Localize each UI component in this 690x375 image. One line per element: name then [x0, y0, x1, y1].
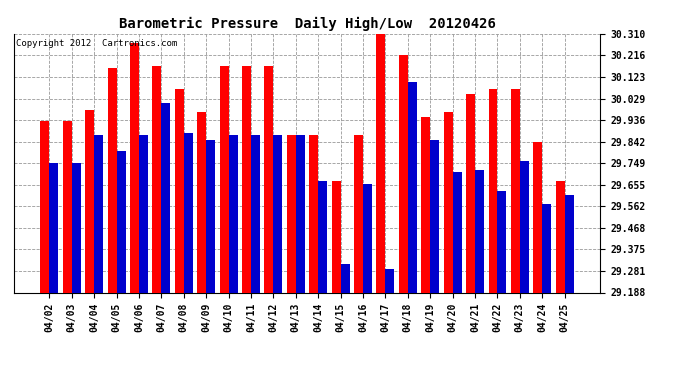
Bar	[511, 89, 520, 375]
Bar	[184, 133, 193, 375]
Bar	[273, 135, 282, 375]
Bar	[422, 117, 431, 375]
Bar	[408, 82, 417, 375]
Bar	[287, 135, 296, 375]
Bar	[296, 135, 305, 375]
Bar	[489, 89, 497, 375]
Bar	[206, 140, 215, 375]
Bar	[251, 135, 260, 375]
Bar	[63, 122, 72, 375]
Bar	[363, 184, 372, 375]
Bar	[332, 182, 341, 375]
Bar	[444, 112, 453, 375]
Bar	[386, 269, 395, 375]
Bar	[228, 135, 237, 375]
Bar	[497, 190, 506, 375]
Title: Barometric Pressure  Daily High/Low  20120426: Barometric Pressure Daily High/Low 20120…	[119, 17, 495, 31]
Bar	[108, 68, 117, 375]
Bar	[555, 182, 564, 375]
Bar	[242, 66, 251, 375]
Bar	[533, 142, 542, 375]
Bar	[152, 66, 161, 375]
Bar	[95, 135, 103, 375]
Bar	[161, 103, 170, 375]
Bar	[399, 54, 408, 375]
Bar	[175, 89, 184, 375]
Bar	[130, 43, 139, 375]
Bar	[197, 112, 206, 375]
Bar	[72, 163, 81, 375]
Bar	[50, 163, 59, 375]
Bar	[542, 204, 551, 375]
Bar	[354, 135, 363, 375]
Bar	[219, 66, 228, 375]
Bar	[431, 140, 440, 375]
Bar	[466, 94, 475, 375]
Bar	[564, 195, 573, 375]
Bar	[377, 34, 386, 375]
Bar	[264, 66, 273, 375]
Bar	[475, 170, 484, 375]
Bar	[520, 160, 529, 375]
Bar	[318, 182, 327, 375]
Bar	[86, 110, 95, 375]
Bar	[341, 264, 350, 375]
Bar	[117, 152, 126, 375]
Bar	[453, 172, 462, 375]
Text: Copyright 2012  Cartronics.com: Copyright 2012 Cartronics.com	[16, 39, 177, 48]
Bar	[139, 135, 148, 375]
Bar	[41, 122, 50, 375]
Bar	[309, 135, 318, 375]
